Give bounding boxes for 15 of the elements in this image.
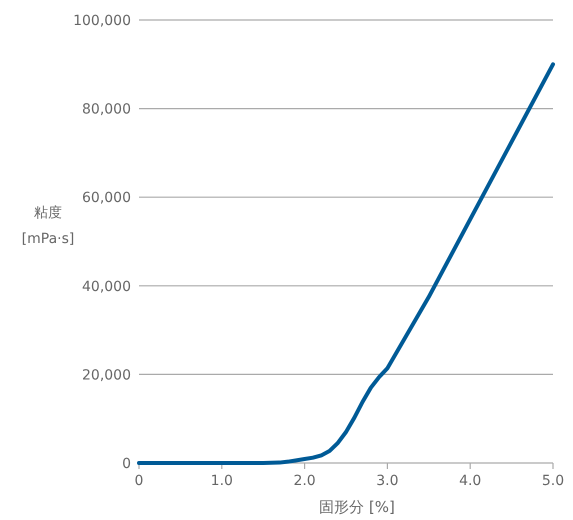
x-tick-label: 4.0 (459, 473, 482, 489)
y-tick-label: 40,000 (82, 278, 131, 295)
x-tick-label: 5.0 (542, 473, 564, 489)
x-tick-label: 0 (134, 473, 144, 489)
line-series (137, 62, 555, 465)
x-tick-label: 3.0 (376, 473, 399, 489)
y-tick-label: 80,000 (82, 102, 131, 118)
y-tick-label: 60,000 (82, 190, 131, 206)
y-tick-label: 0 (122, 456, 131, 472)
x-tick-label: 1.0 (210, 473, 233, 489)
y-axis-title: 粘度[mPa·s] (22, 204, 74, 249)
y-tick-label: 20,000 (82, 367, 131, 384)
x-axis-title: 固形分 [%] (319, 498, 395, 516)
y-tick-label: 100,000 (73, 13, 131, 29)
x-tick-label: 2.0 (293, 473, 316, 489)
